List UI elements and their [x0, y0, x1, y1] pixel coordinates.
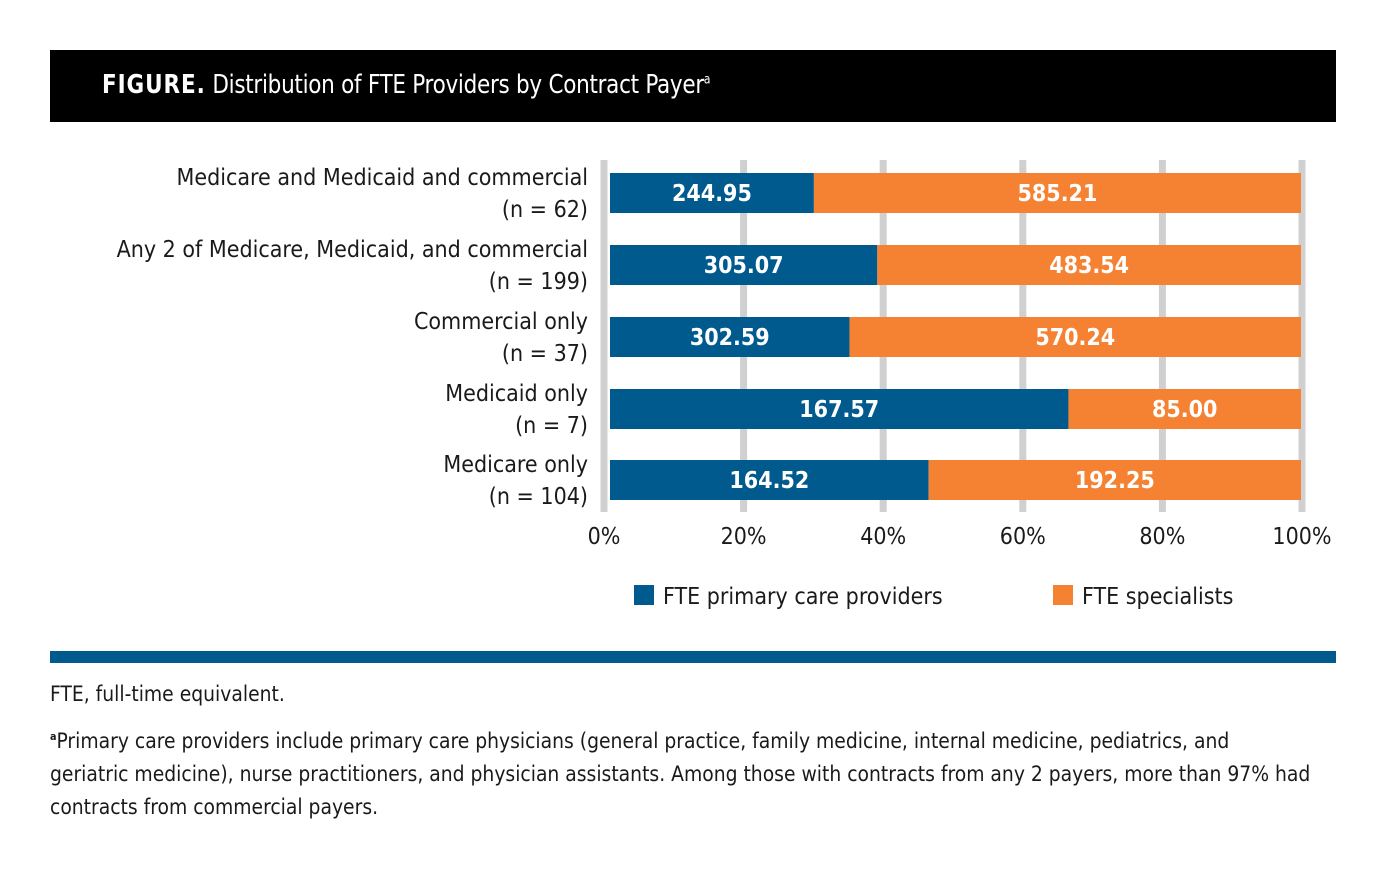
bar-value-label: 244.95 [672, 181, 752, 207]
x-tick-label: 60% [1000, 524, 1046, 550]
bar-value-label: 192.25 [1075, 468, 1155, 494]
x-tick-label: 100% [1272, 524, 1331, 550]
bar-segment-primary-care [610, 317, 850, 357]
row-label: Medicare and Medicaid and commercial [177, 165, 588, 191]
bar-segment-specialists [1068, 389, 1301, 429]
bars: 244.95 585.21 305.07 483.54 302.59 570.24 167.… [610, 173, 1301, 500]
x-tick-label: 80% [1139, 524, 1185, 550]
bar-segment-primary-care [610, 173, 814, 213]
legend-swatch [1053, 585, 1073, 605]
bar-value-label: 164.52 [729, 468, 809, 494]
legend: FTE primary care providers FTE specialist… [634, 584, 1233, 610]
bar-segment-primary-care [610, 245, 878, 285]
bar-value-label: 305.07 [704, 253, 784, 279]
footnote-text: Primary care providers include primary c… [50, 729, 1311, 821]
bar-value-label: 585.21 [1018, 181, 1098, 207]
footnote: aPrimary care providers include primary … [50, 720, 1311, 824]
row-label: Medicaid only [445, 381, 588, 407]
footnote-marker: a [50, 730, 57, 743]
x-axis-ticks: 0% 20% 40% 60% 80% 100% [588, 524, 1332, 550]
row-n-label: (n = 37) [502, 341, 588, 367]
row-label: Medicare only [443, 452, 588, 478]
divider-rule [50, 651, 1336, 663]
row-n-label: (n = 7) [515, 413, 588, 439]
figure-title: FIGURE. Distribution of FTE Providers by… [102, 70, 710, 100]
figure-title-text: Distribution of FTE Providers by Contrac… [212, 70, 704, 100]
bar-value-label: 570.24 [1035, 325, 1115, 351]
bar-segment-primary-care [610, 389, 1069, 429]
bar-value-label: 85.00 [1152, 397, 1217, 423]
bar-segment-specialists [928, 460, 1301, 500]
gridline [1298, 160, 1306, 512]
row-label: Commercial only [414, 309, 588, 335]
x-tick-label: 20% [721, 524, 767, 550]
row-n-label: (n = 199) [489, 269, 588, 295]
row-label: Any 2 of Medicare, Medicaid, and commerc… [117, 237, 588, 263]
legend-label: FTE specialists [1082, 584, 1233, 610]
stacked-bar-chart: 244.95 585.21 305.07 483.54 302.59 570.24 167.… [117, 160, 1332, 610]
bar-segment-specialists [849, 317, 1301, 357]
bar-segment-specialists [813, 173, 1301, 213]
legend-label: FTE primary care providers [663, 584, 943, 610]
bar-value-label: 167.57 [799, 397, 879, 423]
bar-segment-specialists [877, 245, 1301, 285]
bar-value-label: 302.59 [690, 325, 770, 351]
figure-title-superscript: a [703, 72, 711, 88]
row-n-label: (n = 62) [502, 197, 588, 223]
x-tick-label: 40% [860, 524, 906, 550]
abbreviation-note: FTE, full-time equivalent. [50, 682, 285, 707]
gridline [600, 160, 608, 512]
row-labels: Medicare and Medicaid and commercial (n =… [117, 165, 588, 510]
row-n-label: (n = 104) [489, 484, 588, 510]
x-tick-label: 0% [588, 524, 621, 550]
figure-label: FIGURE. [102, 70, 206, 100]
bar-value-label: 483.54 [1049, 253, 1129, 279]
legend-swatch [634, 585, 654, 605]
bar-segment-primary-care [610, 460, 929, 500]
figure-title-bar: FIGURE. Distribution of FTE Providers by… [50, 50, 1336, 122]
